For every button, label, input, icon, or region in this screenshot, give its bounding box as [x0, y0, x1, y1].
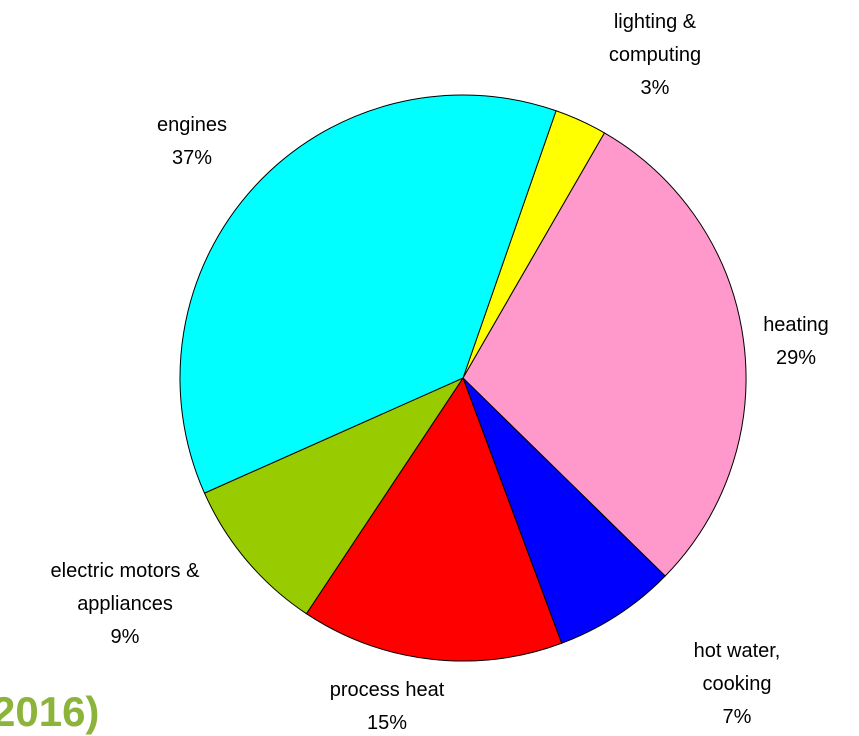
value-label: 37%	[171, 147, 213, 169]
slice-label: engines	[156, 114, 228, 136]
value-label: 15%	[366, 712, 408, 734]
value-label: 9%	[110, 626, 140, 648]
slice-label: hot water, cooking	[693, 640, 781, 695]
slice-label: process heat	[329, 679, 445, 701]
pie-slice	[203, 376, 465, 615]
value-label: 29%	[775, 347, 817, 369]
pie-slice	[179, 94, 557, 494]
pie-slice	[462, 377, 666, 644]
caption: 2016)	[0, 688, 100, 735]
slice-label: heating	[763, 314, 829, 336]
pie-slice	[305, 376, 563, 662]
slice-label: lighting & computing	[608, 11, 702, 66]
pie-slice	[462, 132, 747, 577]
slice-label: electric motors & appliances	[50, 560, 200, 615]
value-label: 3%	[640, 77, 670, 99]
value-label: 7%	[722, 706, 752, 728]
